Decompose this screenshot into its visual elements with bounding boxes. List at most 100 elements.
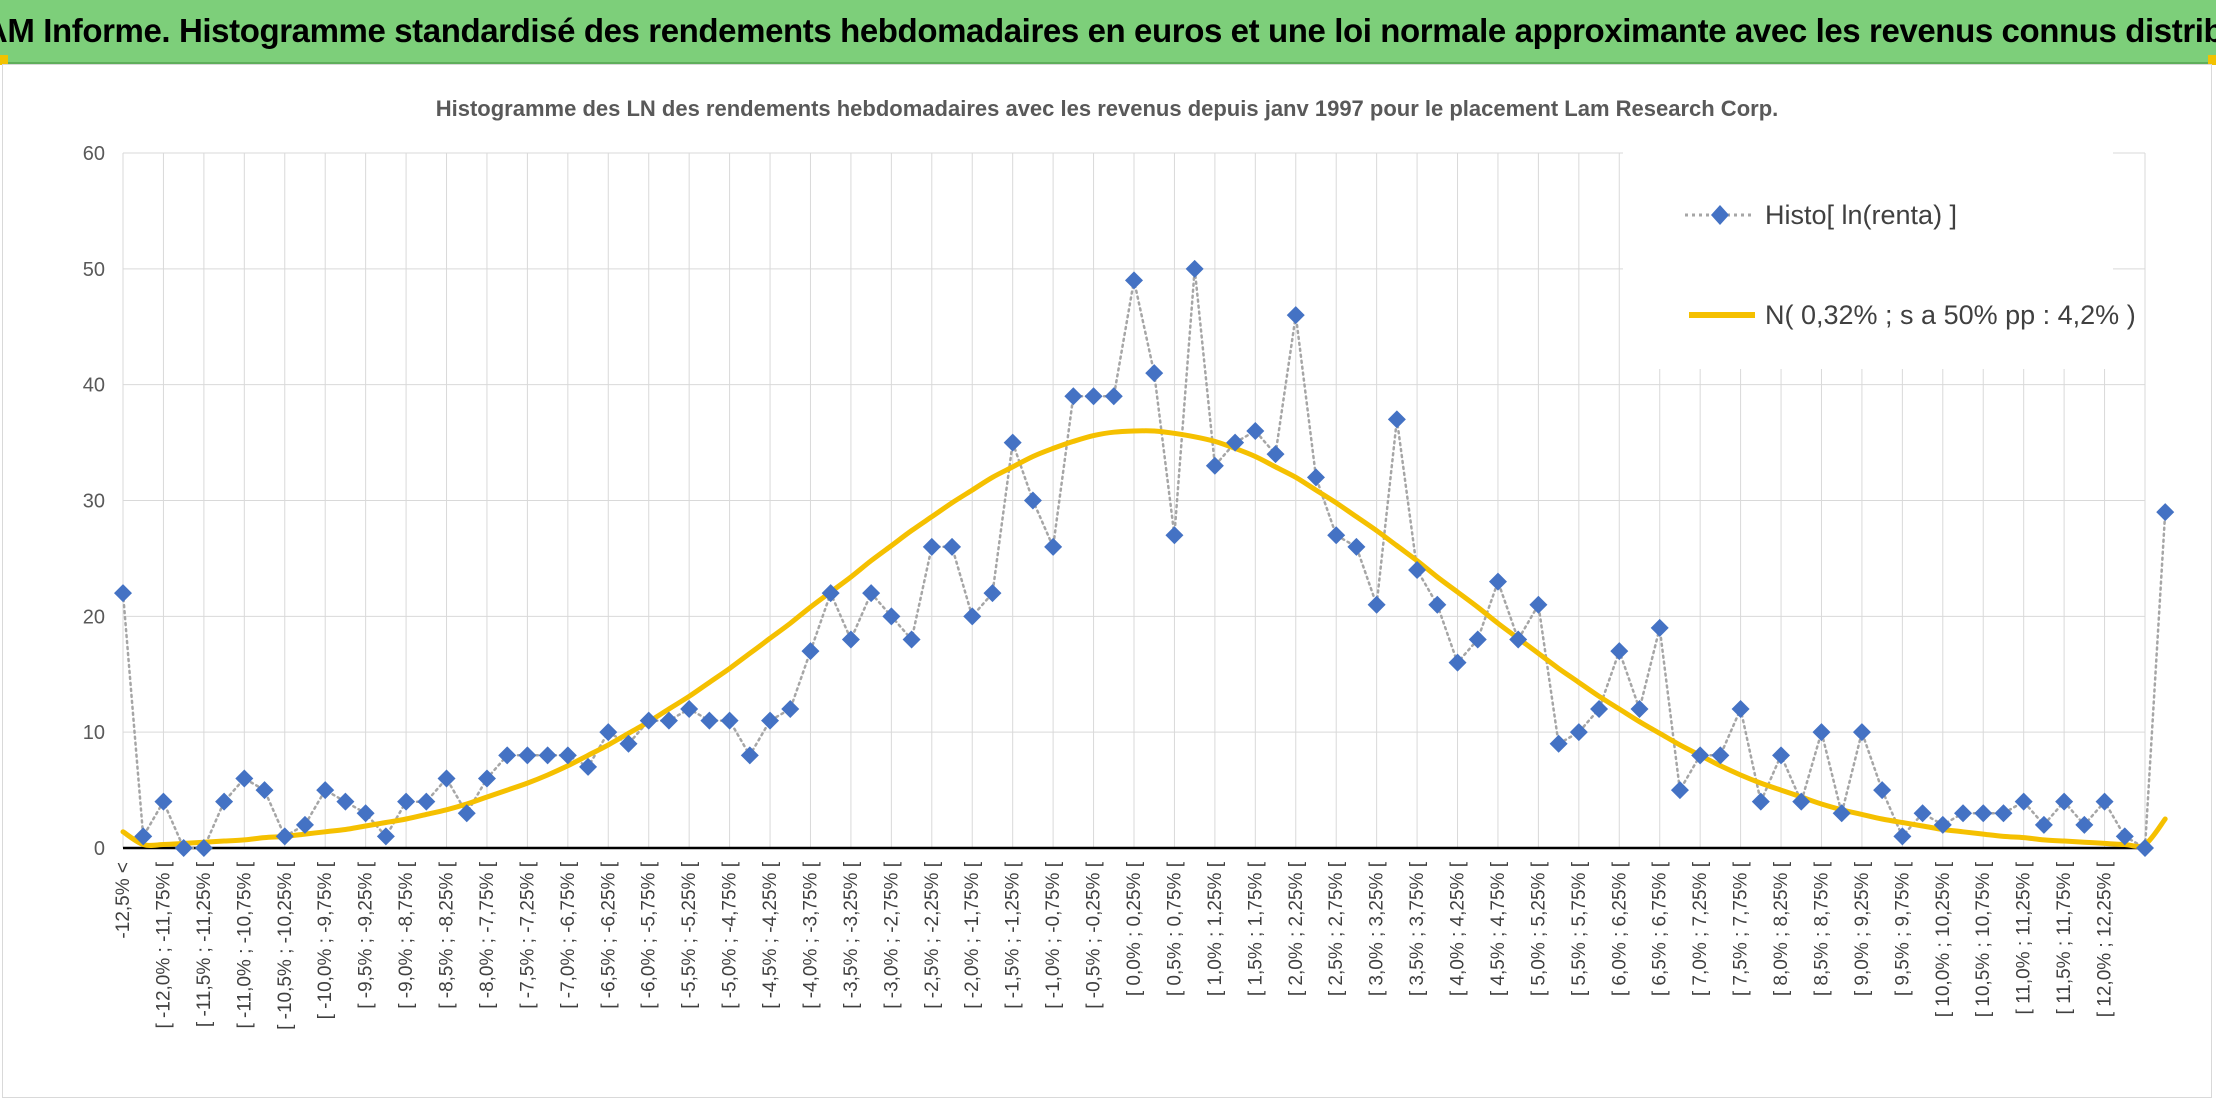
histogram-point: [558, 746, 577, 765]
y-tick-label: 40: [83, 375, 105, 397]
histogram-point: [1246, 422, 1265, 440]
histogram-point: [1044, 537, 1063, 556]
histogram-point: [1529, 595, 1548, 614]
x-tick-label: [ -1,5% ; -1,25% [: [1003, 861, 1024, 1009]
histogram-point: [1893, 827, 1912, 846]
histogram-point: [457, 804, 476, 823]
histogram-point: [1205, 456, 1224, 475]
x-tick-label: [ 10,5% ; 10,75% [: [1973, 861, 1994, 1017]
histogram-point: [1873, 781, 1892, 800]
histogram-point: [579, 757, 598, 776]
x-tick-label: [ 5,0% ; 5,25% [: [1528, 861, 1549, 996]
histogram-point: [1064, 387, 1083, 406]
x-tick-label: [ -8,5% ; -8,25% [: [437, 861, 458, 1009]
x-tick-label: -12,5% <: [113, 862, 134, 939]
banner-corner-right: [2208, 55, 2216, 65]
histogram-point: [1670, 781, 1689, 800]
x-tick-label: [ 10,0% ; 10,25% [: [1933, 861, 1954, 1017]
histogram-point: [1731, 700, 1750, 718]
x-tick-label: [ -7,5% ; -7,25% [: [517, 861, 538, 1009]
histogram-point: [174, 839, 193, 857]
histogram-point: [1954, 804, 1973, 823]
x-tick-label: [ 8,0% ; 8,25% [: [1771, 861, 1792, 996]
histogram-point: [680, 700, 699, 718]
x-tick-label: [ 6,0% ; 6,25% [: [1609, 861, 1630, 996]
y-tick-label: 0: [94, 838, 105, 860]
histogram-point: [437, 769, 456, 788]
histogram-point: [2136, 839, 2154, 857]
chart-title: Histogramme des LN des rendements hebdom…: [436, 96, 1779, 121]
x-tick-label: [ 2,0% ; 2,25% [: [1286, 861, 1307, 996]
histogram-point: [1691, 746, 1710, 765]
x-tick-label: [ -9,5% ; -9,25% [: [356, 861, 377, 1009]
histogram-point: [1104, 387, 1123, 406]
histogram-point: [659, 711, 678, 730]
x-tick-label: [ 9,5% ; 9,75% [: [1892, 861, 1913, 996]
x-tick-label: [ -4,5% ; -4,25% [: [760, 861, 781, 1009]
histogram-point: [376, 827, 395, 846]
histogram-point: [235, 769, 254, 788]
x-tick-label: [ 5,5% ; 5,75% [: [1569, 861, 1590, 996]
x-tick-label: [ -3,0% ; -2,75% [: [881, 861, 902, 1009]
histogram-point: [1974, 804, 1993, 823]
legend: Histo[ ln(renta) ] N( 0,32% ; s a 50% pp…: [1623, 147, 2136, 369]
page-title: ADAM Informe. Histogramme standardisé de…: [0, 12, 2216, 49]
histogram-point: [599, 723, 618, 742]
x-tick-label: [ -7,0% ; -6,75% [: [558, 861, 579, 1009]
legend-histo-marker: [1711, 205, 1729, 225]
histogram-point: [1468, 630, 1487, 649]
x-tick-label: [ 2,5% ; 2,75% [: [1326, 861, 1347, 996]
histogram-point: [761, 711, 780, 730]
header-banner: ADAM Informe. Histogramme standardisé de…: [0, 0, 2216, 64]
histogram-point: [862, 584, 881, 603]
plot-series: [114, 259, 2175, 857]
x-tick-label: [ 7,5% ; 7,75% [: [1731, 861, 1752, 996]
x-tick-label: [ -5,0% ; -4,75% [: [720, 861, 741, 1009]
histogram-point: [316, 781, 335, 800]
x-tick-label: [ -10,5% ; -10,25% [: [275, 861, 296, 1030]
histogram-point: [1852, 723, 1871, 742]
y-tick-label: 10: [83, 722, 105, 744]
x-tick-label: [ 6,5% ; 6,75% [: [1650, 861, 1671, 996]
histogram-point: [1448, 653, 1467, 672]
x-tick-label: [ 9,0% ; 9,25% [: [1852, 861, 1873, 996]
x-tick-label: [ 8,5% ; 8,75% [: [1811, 861, 1832, 996]
x-tick-label: [ 11,0% ; 11,25% [: [2014, 861, 2035, 1014]
histogram-point: [1913, 804, 1932, 823]
x-tick-label: [ -5,5% ; -5,25% [: [679, 861, 700, 1009]
x-tick-label: [ -0,5% ; -0,25% [: [1084, 861, 1105, 1009]
y-tick-label: 30: [83, 491, 105, 513]
histogram-point: [801, 642, 820, 661]
histogram-point: [1306, 468, 1325, 487]
histogram-point: [740, 746, 759, 765]
y-axis: 0 10 20 30 40 50 60: [83, 143, 105, 860]
y-tick-label: 50: [83, 259, 105, 281]
histogram-point: [2156, 503, 2175, 522]
x-tick-label: [ -1,0% ; -0,75% [: [1043, 861, 1064, 1009]
x-tick-label: [ 12,0% ; 12,25% [: [2095, 861, 2116, 1017]
histogram-point: [1590, 700, 1609, 718]
histogram-point: [275, 827, 294, 846]
banner-corner-left: [0, 55, 8, 65]
x-tick-label: [ 4,0% ; 4,25% [: [1448, 861, 1469, 996]
normal-curve-line: [120, 428, 2168, 849]
histogram-point: [1145, 364, 1164, 383]
histogram-point: [1003, 433, 1022, 452]
histogram-point: [356, 804, 375, 823]
x-tick-label: [ 1,0% ; 1,25% [: [1205, 861, 1226, 996]
histogram-point: [720, 711, 739, 730]
histogram-point: [397, 792, 416, 811]
histogram-point: [295, 815, 314, 834]
histogram-point: [1792, 792, 1811, 811]
x-tick-label: [ -6,5% ; -6,25% [: [598, 861, 619, 1009]
x-tick-label: [ -4,0% ; -3,75% [: [800, 861, 821, 1009]
histogram-point: [114, 584, 132, 603]
histogram-point: [619, 734, 638, 753]
histogram-point: [1023, 491, 1042, 510]
histogram-point: [1933, 815, 1952, 834]
histogram-point: [1084, 387, 1103, 406]
histogram-point: [255, 781, 274, 800]
legend-box: [1623, 147, 2113, 369]
x-tick-label: [ 0,0% ; 0,25% [: [1124, 861, 1145, 996]
chart-area: Histogramme des LN des rendements hebdom…: [2, 64, 2212, 1098]
